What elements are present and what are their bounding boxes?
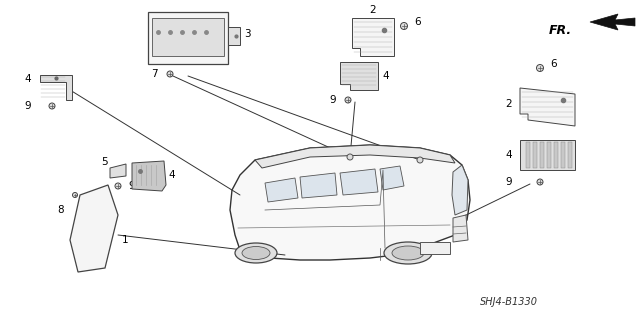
Text: 3: 3 [244,29,251,39]
Polygon shape [110,164,126,178]
Bar [533,142,537,168]
Bar [228,27,240,45]
Polygon shape [300,173,337,198]
Circle shape [72,192,77,197]
Polygon shape [380,166,404,190]
Polygon shape [70,185,118,272]
Polygon shape [453,215,468,242]
Bar [148,12,228,64]
Bar [540,142,544,168]
Circle shape [347,154,353,160]
Circle shape [537,179,543,185]
Bar [526,142,530,168]
Text: FR.: FR. [549,24,572,36]
Polygon shape [340,62,378,90]
Polygon shape [352,18,394,56]
Polygon shape [520,88,575,126]
Bar [520,140,575,170]
Polygon shape [40,75,72,100]
Text: 8: 8 [58,205,64,215]
Text: 5: 5 [101,157,108,167]
Text: 4: 4 [24,74,31,84]
Text: 4: 4 [382,71,388,81]
Bar [420,242,450,254]
Polygon shape [340,169,378,195]
Bar [568,142,572,168]
Ellipse shape [235,243,277,263]
Ellipse shape [392,246,424,260]
Text: 4: 4 [168,170,175,180]
Polygon shape [265,178,298,202]
Text: 6: 6 [550,59,557,69]
Text: 9: 9 [330,95,336,105]
Circle shape [345,97,351,103]
Text: 9: 9 [506,177,512,187]
Text: 2: 2 [506,99,512,109]
Bar [554,142,558,168]
Text: 4: 4 [506,150,512,160]
Ellipse shape [242,247,270,259]
Text: SHJ4-B1330: SHJ4-B1330 [480,297,538,307]
Bar [152,18,224,56]
Polygon shape [452,165,468,215]
Polygon shape [255,145,455,168]
Text: 9: 9 [24,101,31,111]
Text: 7: 7 [152,69,158,79]
Circle shape [417,157,423,163]
Circle shape [167,71,173,77]
Circle shape [115,183,121,189]
Polygon shape [132,161,166,191]
Circle shape [536,64,543,71]
Polygon shape [230,145,470,260]
Text: 2: 2 [370,5,376,15]
Polygon shape [590,14,635,30]
Ellipse shape [384,242,432,264]
Text: 6: 6 [414,17,420,27]
Bar [561,142,565,168]
Circle shape [49,103,55,109]
Text: 9: 9 [128,181,134,191]
Bar [547,142,551,168]
Text: 1: 1 [122,235,129,245]
Circle shape [401,23,408,29]
